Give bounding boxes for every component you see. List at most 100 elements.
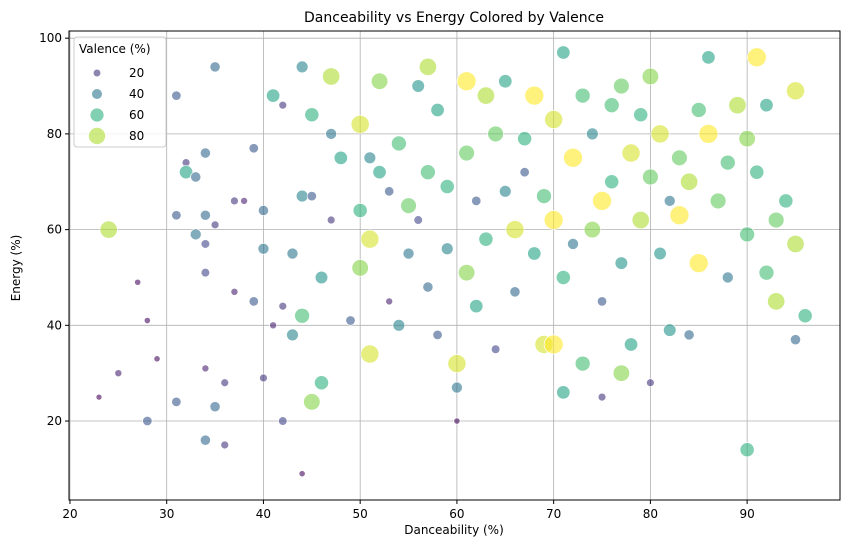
- point: [623, 337, 639, 352]
- point: [633, 107, 649, 123]
- point: [418, 57, 437, 76]
- point: [430, 102, 445, 118]
- point: [391, 135, 407, 152]
- point: [134, 278, 142, 286]
- point: [453, 417, 461, 425]
- point: [210, 220, 220, 230]
- point: [603, 97, 620, 114]
- point: [199, 434, 211, 446]
- point: [471, 195, 482, 206]
- point: [458, 144, 475, 162]
- point: [574, 355, 591, 372]
- point: [240, 196, 249, 205]
- point: [556, 385, 571, 400]
- point: [360, 344, 380, 364]
- point: [392, 319, 406, 332]
- point: [505, 220, 525, 240]
- x-axis-label: Danceability (%): [404, 523, 504, 537]
- point: [350, 114, 370, 134]
- point: [248, 143, 259, 154]
- point: [683, 329, 695, 341]
- point: [663, 323, 677, 337]
- x-tick-label: 20: [62, 507, 77, 521]
- point: [728, 96, 747, 115]
- point: [596, 296, 608, 307]
- point: [304, 107, 320, 123]
- legend-label: 20: [129, 66, 144, 80]
- point: [555, 269, 571, 285]
- y-axis-label: Energy (%): [9, 235, 23, 302]
- point: [199, 209, 211, 221]
- legend-marker: [90, 87, 104, 101]
- point: [314, 375, 329, 391]
- point: [171, 90, 182, 101]
- point: [99, 220, 118, 239]
- point: [519, 167, 530, 178]
- point: [326, 215, 336, 225]
- point: [543, 210, 564, 230]
- x-tick-label: 70: [546, 507, 561, 521]
- x-tick-label: 50: [353, 507, 368, 521]
- legend-label: 40: [129, 87, 144, 101]
- point: [278, 100, 288, 110]
- x-tick-label: 60: [449, 507, 464, 521]
- point: [688, 253, 709, 273]
- point: [758, 264, 775, 281]
- point: [171, 210, 182, 221]
- point: [786, 81, 805, 101]
- point: [671, 149, 688, 167]
- point: [650, 124, 670, 144]
- point: [653, 246, 667, 261]
- point: [220, 378, 230, 388]
- point: [286, 247, 299, 260]
- point: [259, 373, 268, 383]
- point: [363, 151, 377, 165]
- x-tick-label: 40: [256, 507, 271, 521]
- point: [759, 98, 774, 113]
- point: [739, 226, 755, 243]
- point: [669, 205, 690, 226]
- point: [586, 127, 599, 141]
- point: [257, 242, 270, 255]
- point: [384, 186, 395, 197]
- point: [642, 168, 659, 186]
- point: [457, 264, 476, 282]
- point: [592, 191, 612, 211]
- legend-marker: [92, 68, 102, 78]
- point: [476, 86, 495, 105]
- point: [178, 165, 194, 180]
- point: [604, 174, 620, 190]
- point: [295, 60, 309, 74]
- x-tick-label: 80: [643, 507, 658, 521]
- point: [790, 334, 801, 346]
- point: [201, 364, 210, 373]
- point: [456, 71, 477, 92]
- point: [413, 215, 423, 225]
- plot-frame: [68, 30, 841, 501]
- point: [690, 102, 707, 118]
- point: [209, 401, 221, 413]
- point: [614, 256, 629, 270]
- x-tick-label: 30: [159, 507, 174, 521]
- point: [385, 297, 394, 306]
- point: [767, 211, 785, 229]
- y-tick-label: 60: [47, 223, 62, 237]
- point: [325, 128, 338, 140]
- point: [631, 210, 650, 230]
- chart-title: Danceability vs Energy Colored by Valenc…: [304, 10, 604, 26]
- legend-marker: [89, 107, 105, 123]
- point: [248, 296, 259, 307]
- point: [556, 45, 571, 60]
- point: [278, 301, 288, 311]
- point: [200, 267, 211, 278]
- point: [563, 147, 583, 168]
- point: [420, 164, 436, 181]
- point: [322, 67, 341, 86]
- point: [370, 72, 389, 90]
- point: [345, 315, 356, 326]
- point: [583, 220, 602, 239]
- point: [352, 202, 368, 218]
- point: [266, 88, 281, 103]
- legend-title: Valence (%): [79, 42, 151, 56]
